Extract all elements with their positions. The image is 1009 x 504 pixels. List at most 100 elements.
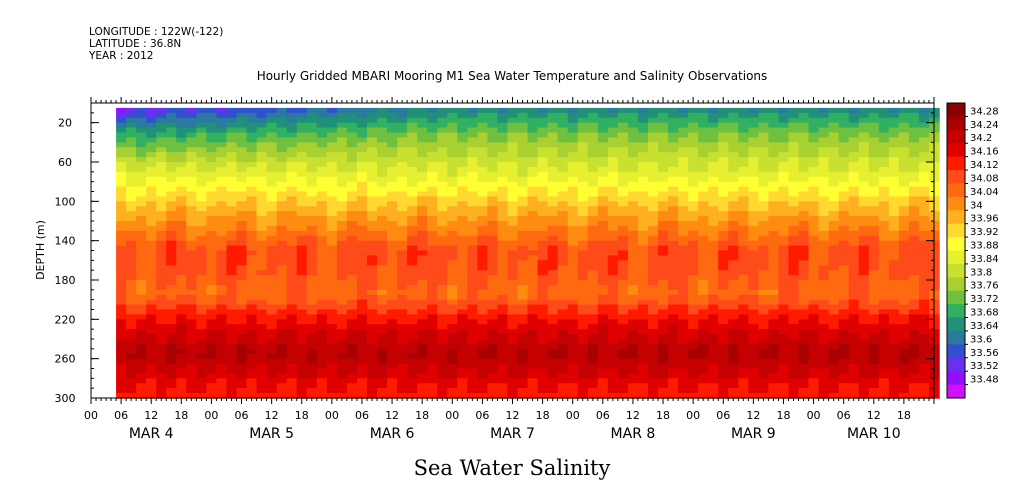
heatmap-cell xyxy=(457,230,469,237)
heatmap-cell xyxy=(818,339,830,345)
heatmap-cell xyxy=(427,230,438,237)
heatmap-cell xyxy=(427,368,438,375)
heatmap-cell xyxy=(728,206,740,212)
heatmap-cell xyxy=(276,122,288,129)
heatmap-cell xyxy=(577,324,589,330)
heatmap-cell xyxy=(517,132,529,139)
heatmap-cell xyxy=(126,206,137,212)
heatmap-cell xyxy=(567,117,579,124)
heatmap-cell xyxy=(577,107,589,114)
heatmap-cell xyxy=(296,309,308,316)
heatmap-cell xyxy=(156,265,167,271)
heatmap-cell xyxy=(537,393,549,399)
heatmap-cell xyxy=(708,171,719,178)
heatmap-cell xyxy=(306,211,318,217)
heatmap-cell xyxy=(126,240,137,247)
heatmap-cell xyxy=(346,343,358,350)
heatmap-cell xyxy=(116,127,127,134)
heatmap-cell xyxy=(126,339,137,345)
heatmap-cell xyxy=(246,221,258,227)
heatmap-cell xyxy=(226,196,238,203)
heatmap-cell xyxy=(517,319,529,325)
heatmap-cell xyxy=(888,225,900,232)
heatmap-cell xyxy=(397,191,408,198)
heatmap-cell xyxy=(567,343,579,350)
heatmap-cell xyxy=(778,250,790,257)
heatmap-cell xyxy=(908,152,920,158)
heatmap-cell xyxy=(828,216,840,222)
heatmap-cell xyxy=(397,358,408,365)
heatmap-cell xyxy=(818,275,830,281)
heatmap-cell xyxy=(838,343,850,350)
heatmap-cell xyxy=(517,112,529,119)
heatmap-cell xyxy=(467,201,479,207)
heatmap-cell xyxy=(597,235,609,242)
heatmap-cell xyxy=(326,260,338,266)
heatmap-cell xyxy=(397,230,408,237)
heatmap-cell xyxy=(788,191,800,198)
heatmap-cell xyxy=(658,137,669,144)
heatmap-cell xyxy=(527,191,539,198)
heatmap-cell xyxy=(507,314,519,321)
heatmap-cell xyxy=(828,162,840,168)
heatmap-cell xyxy=(868,284,880,291)
heatmap-cell xyxy=(688,368,699,375)
heatmap-cell xyxy=(407,176,418,183)
heatmap-cell xyxy=(808,358,820,365)
heatmap-cell xyxy=(738,358,750,365)
heatmap-cell xyxy=(136,127,147,134)
heatmap-cell xyxy=(818,176,830,183)
heatmap-cell xyxy=(146,221,157,227)
heatmap-cell xyxy=(276,368,288,375)
heatmap-cell xyxy=(878,107,890,114)
heatmap-cell xyxy=(146,265,157,271)
heatmap-cell xyxy=(326,343,338,350)
heatmap-cell xyxy=(637,206,649,212)
heatmap-cell xyxy=(407,275,418,281)
heatmap-cell xyxy=(116,280,127,286)
heatmap-cell xyxy=(908,112,920,119)
heatmap-cell xyxy=(758,245,770,252)
heatmap-cell xyxy=(316,176,328,183)
heatmap-cell xyxy=(517,166,529,173)
heatmap-cell xyxy=(888,373,900,380)
heatmap-cell xyxy=(216,112,228,119)
heatmap-cell xyxy=(296,373,308,380)
heatmap-cell xyxy=(748,152,760,158)
heatmap-cell xyxy=(607,299,619,306)
heatmap-cell xyxy=(447,304,459,311)
heatmap-cell xyxy=(658,245,669,252)
heatmap-cell xyxy=(296,363,308,370)
heatmap-cell xyxy=(467,260,479,266)
heatmap-cell xyxy=(236,388,248,394)
heatmap-cell xyxy=(407,152,418,158)
heatmap-cell xyxy=(788,358,800,365)
heatmap-cell xyxy=(637,260,649,266)
heatmap-cell xyxy=(878,137,890,144)
heatmap-cell xyxy=(828,250,840,257)
heatmap-cell xyxy=(748,363,760,370)
heatmap-cell xyxy=(537,206,549,212)
heatmap-cell xyxy=(286,117,298,124)
heatmap-cell xyxy=(658,147,669,153)
heatmap-cell xyxy=(366,334,378,340)
heatmap-cell xyxy=(336,211,348,217)
heatmap-cell xyxy=(838,191,850,198)
heatmap-cell xyxy=(326,240,338,247)
heatmap-cell xyxy=(738,245,750,252)
heatmap-cell xyxy=(116,388,127,394)
heatmap-cell xyxy=(116,201,127,207)
heatmap-cell xyxy=(497,216,509,222)
heatmap-cell xyxy=(868,255,880,262)
heatmap-cell xyxy=(647,339,659,345)
heatmap-cell xyxy=(698,230,709,237)
heatmap-cell xyxy=(848,235,860,242)
heatmap-cell xyxy=(216,275,228,281)
heatmap-cell xyxy=(627,147,639,153)
heatmap-cell xyxy=(326,196,338,203)
heatmap-cell xyxy=(637,137,649,144)
heatmap-cell xyxy=(597,181,609,188)
heatmap-cell xyxy=(738,270,750,276)
heatmap-cell xyxy=(517,353,529,360)
heatmap-cell xyxy=(637,176,649,183)
